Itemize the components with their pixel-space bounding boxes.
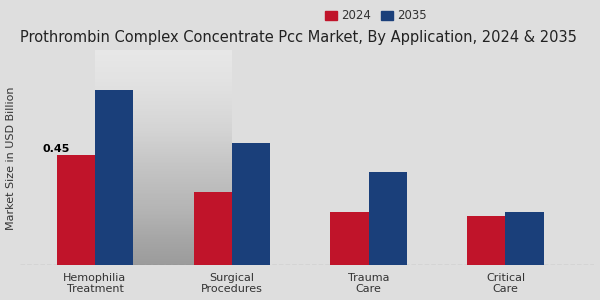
Y-axis label: Market Size in USD Billion: Market Size in USD Billion <box>5 86 16 230</box>
Legend: 2024, 2035: 2024, 2035 <box>325 9 427 22</box>
Bar <box>232 143 270 265</box>
Text: 0.45: 0.45 <box>43 144 70 154</box>
Bar <box>505 212 544 265</box>
Bar <box>331 212 368 265</box>
Text: Prothrombin Complex Concentrate Pcc Market, By Application, 2024 & 2035: Prothrombin Complex Concentrate Pcc Mark… <box>20 30 577 45</box>
Bar <box>368 172 407 265</box>
Bar <box>467 216 505 265</box>
Bar <box>56 155 95 265</box>
Bar <box>95 89 133 265</box>
Bar <box>194 192 232 265</box>
